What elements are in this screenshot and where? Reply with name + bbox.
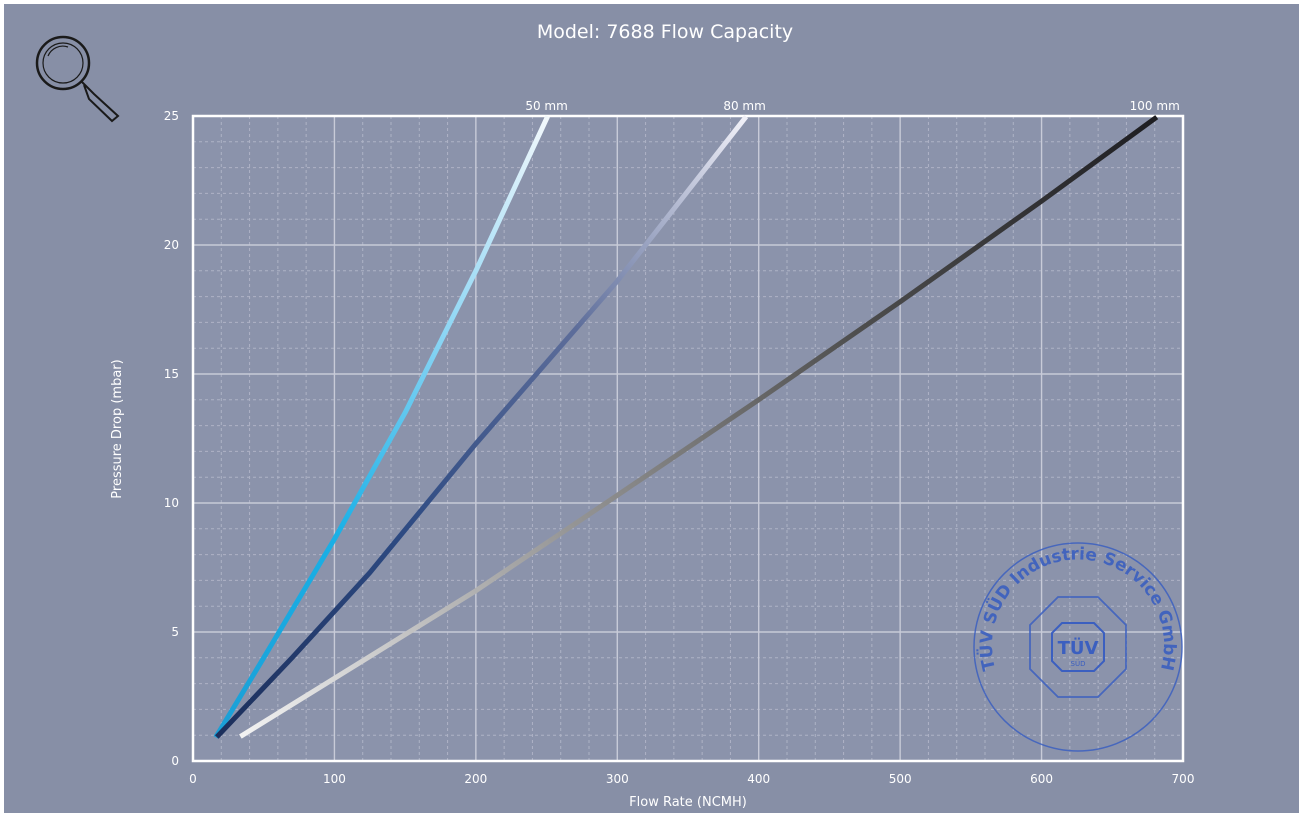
x-tick-label: 400 [747, 772, 770, 786]
y-tick-label: 5 [171, 625, 179, 639]
series-line-80-mm [214, 115, 749, 739]
stamp-logo-sub: SÜD [1071, 659, 1086, 668]
x-tick-label: 500 [889, 772, 912, 786]
x-tick-label: 700 [1172, 772, 1195, 786]
plot-border [191, 114, 1185, 763]
series-label: 80 mm [723, 99, 765, 113]
chart-frame: Model: 7688 Flow Capacity 0 100 200 300 400 5… [4, 4, 1299, 813]
chart-title: Model: 7688 Flow Capacity [537, 21, 793, 43]
series-labels: 50 mm 80 mm 100 mm [525, 99, 1179, 113]
x-tick-label: 0 [189, 772, 197, 786]
gridlines [192, 115, 1184, 762]
series-line-100-mm [239, 115, 1159, 739]
series-group [213, 115, 1159, 739]
x-tick-label: 300 [606, 772, 629, 786]
series-label: 50 mm [525, 99, 567, 113]
series-line-50-mm [213, 115, 550, 739]
axes: 0 100 200 300 400 500 600 700 0 5 10 15 20 25 [164, 109, 1195, 786]
y-tick-label: 15 [164, 367, 179, 381]
plot-area [193, 116, 1183, 761]
y-tick-label: 25 [164, 109, 179, 123]
y-tick-label: 10 [164, 496, 179, 510]
y-tick-label: 0 [171, 754, 179, 768]
x-axis-label: Flow Rate (NCMH) [629, 795, 747, 810]
y-tick-label: 20 [164, 238, 179, 252]
y-axis-label: Pressure Drop (mbar) [110, 359, 125, 498]
x-tick-label: 600 [1030, 772, 1053, 786]
x-tick-label: 200 [464, 772, 487, 786]
x-tick-label: 100 [323, 772, 346, 786]
series-label: 100 mm [1130, 99, 1180, 113]
stamp-logo: TÜV [1058, 637, 1099, 659]
magnifier-icon[interactable] [35, 35, 120, 123]
flow-capacity-chart: Model: 7688 Flow Capacity 0 100 200 300 400 5… [35, 21, 1195, 810]
